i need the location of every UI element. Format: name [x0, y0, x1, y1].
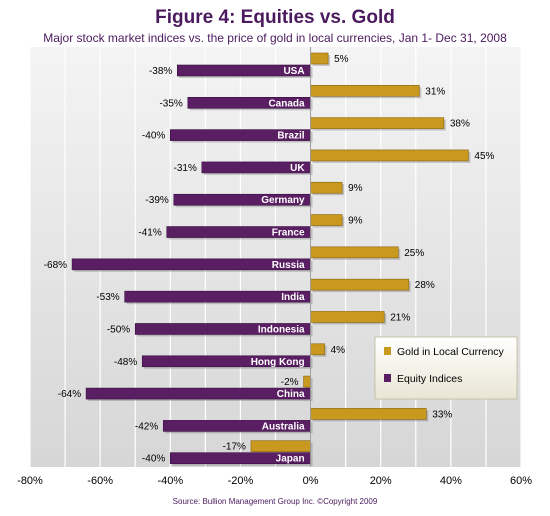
category-label: USA — [283, 66, 304, 77]
category-label: France — [272, 228, 305, 239]
category-label: China — [277, 389, 305, 400]
x-tick-label: 60% — [510, 475, 532, 487]
equity-value-label: -53% — [96, 292, 119, 303]
gold-value-label: 31% — [425, 86, 445, 97]
bar-gold — [310, 181, 343, 194]
bar-gold — [310, 85, 420, 97]
legend-label: Gold in Local Currency — [397, 346, 505, 358]
category-label: Japan — [276, 454, 305, 465]
x-tick-label: -80% — [17, 475, 43, 487]
x-tick-label: 40% — [440, 475, 462, 487]
category-label: Hong Kong — [251, 357, 305, 368]
bar-gold — [310, 408, 427, 420]
chart-title: Figure 4: Equities vs. Gold — [155, 7, 395, 28]
category-label: Brazil — [277, 131, 304, 142]
x-tick-label: 0% — [303, 475, 319, 487]
gold-value-label: 21% — [390, 312, 410, 323]
category-label: Australia — [262, 421, 305, 432]
legend-box — [374, 336, 518, 400]
legend-swatch — [384, 347, 391, 355]
gold-value-label: -17% — [223, 442, 246, 453]
chart-source: Source: Bullion Management Group Inc. ©C… — [172, 497, 378, 506]
gold-value-label: 9% — [348, 216, 363, 227]
gold-value-label: 33% — [432, 409, 452, 420]
equity-value-label: -31% — [173, 163, 196, 174]
chart-subtitle: Major stock market indices vs. the price… — [43, 31, 507, 45]
gold-value-label: 38% — [450, 119, 470, 130]
equity-value-label: -48% — [114, 357, 137, 368]
category-label: Canada — [268, 98, 305, 109]
legend-label: Equity Indices — [397, 373, 462, 385]
gold-value-label: 9% — [348, 183, 363, 194]
gold-value-label: 45% — [474, 151, 494, 162]
equity-value-label: -68% — [44, 260, 67, 271]
x-tick-label: -20% — [228, 475, 254, 487]
x-tick-label: -40% — [157, 475, 183, 487]
equity-value-label: -41% — [138, 228, 161, 239]
legend-swatch — [384, 374, 391, 382]
equity-value-label: -39% — [145, 195, 168, 206]
gold-value-label: 28% — [415, 280, 435, 291]
category-label: UK — [290, 163, 305, 174]
bar-gold — [310, 246, 399, 259]
equity-value-label: -40% — [142, 454, 165, 465]
x-tick-label: 20% — [370, 475, 392, 487]
bar-gold — [310, 278, 410, 291]
x-tick-label: -60% — [87, 475, 113, 487]
gold-value-label: -2% — [281, 377, 299, 388]
bar-gold — [310, 52, 329, 65]
equity-value-label: -40% — [142, 131, 165, 142]
bar-gold — [310, 311, 385, 323]
category-label: Indonesia — [258, 324, 305, 335]
bar-gold — [310, 214, 343, 226]
bar-gold — [303, 375, 311, 388]
category-label: India — [281, 292, 305, 303]
bar-gold — [310, 117, 445, 129]
gold-value-label: 4% — [331, 345, 346, 356]
gold-value-label: 25% — [404, 248, 424, 259]
equity-value-label: -38% — [149, 66, 172, 77]
category-label: Russia — [272, 260, 305, 271]
bar-gold — [310, 149, 469, 162]
gold-value-label: 5% — [334, 54, 349, 65]
equity-value-label: -50% — [107, 324, 130, 335]
equity-value-label: -35% — [159, 98, 182, 109]
equity-value-label: -42% — [135, 421, 158, 432]
bar-gold — [310, 343, 325, 356]
equity-value-label: -64% — [58, 389, 81, 400]
bar-gold — [250, 440, 311, 452]
category-label: Germany — [261, 195, 305, 206]
